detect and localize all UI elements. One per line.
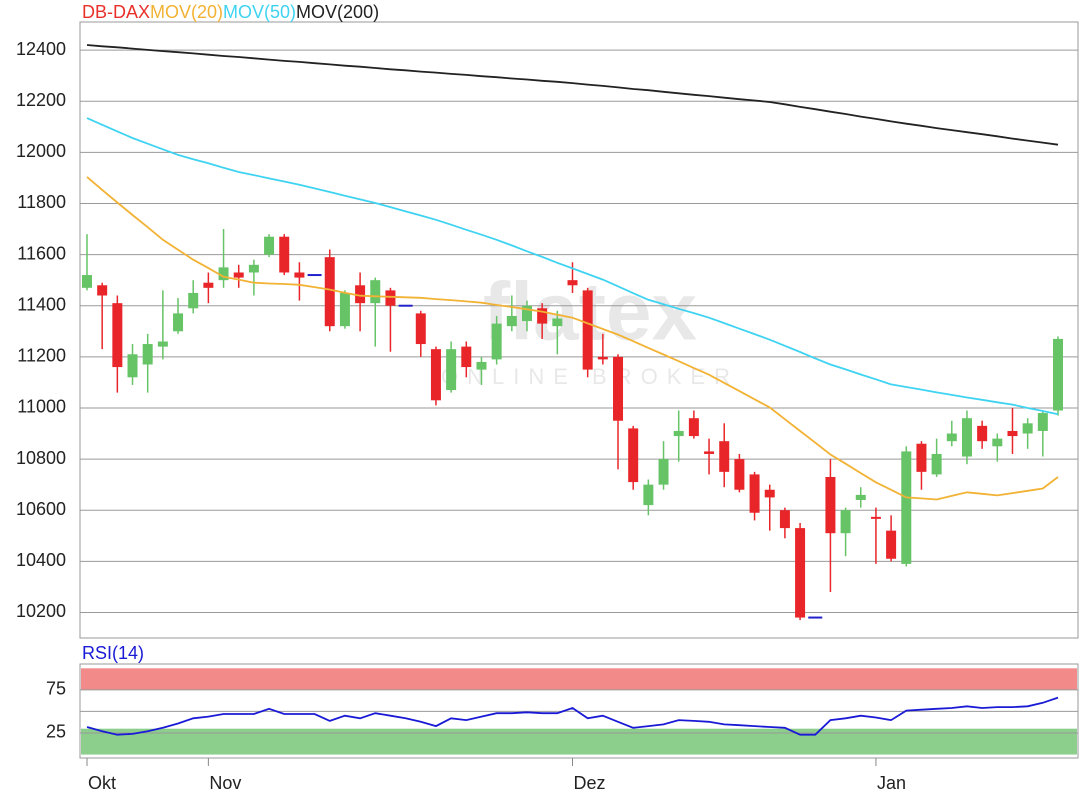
candle-body bbox=[173, 313, 184, 332]
candle-body bbox=[808, 616, 823, 619]
moving-average-line bbox=[86, 176, 1059, 501]
candle-body bbox=[157, 341, 168, 347]
candle-body bbox=[658, 459, 669, 485]
candle-body bbox=[385, 290, 396, 306]
candle-body bbox=[446, 349, 457, 391]
y-tick-label: 11400 bbox=[17, 294, 66, 314]
candle-body bbox=[415, 313, 426, 345]
candle-body bbox=[931, 453, 942, 475]
candle-body bbox=[521, 305, 532, 322]
candle-body bbox=[977, 425, 988, 442]
candle-body bbox=[82, 275, 92, 288]
moving-average-line bbox=[86, 117, 1059, 416]
candle-body bbox=[825, 476, 836, 534]
candle-body bbox=[643, 484, 654, 506]
candle-body bbox=[567, 280, 578, 286]
candle-body bbox=[704, 451, 715, 454]
candle-body bbox=[264, 236, 275, 255]
candle-body bbox=[946, 433, 957, 442]
candle-body bbox=[537, 308, 548, 324]
candle-body bbox=[901, 451, 912, 564]
x-tick-label: Dez bbox=[574, 773, 606, 793]
y-tick-label: 10800 bbox=[16, 448, 66, 468]
candle-body bbox=[506, 315, 517, 327]
candle-body bbox=[476, 361, 487, 370]
candle-body bbox=[370, 280, 381, 304]
candle-body bbox=[307, 274, 322, 277]
candle-body bbox=[339, 292, 350, 327]
x-tick-label: Jan bbox=[877, 773, 906, 793]
candle-body bbox=[233, 272, 244, 278]
candle-body bbox=[430, 349, 441, 401]
y-tick-label: 10400 bbox=[16, 550, 66, 570]
candle-body bbox=[491, 323, 502, 360]
candle-body bbox=[127, 354, 138, 378]
candle-body bbox=[779, 510, 790, 529]
candle-body bbox=[461, 346, 472, 368]
candle-body bbox=[916, 443, 927, 472]
candle-body bbox=[398, 304, 413, 307]
y-tick-label: 10200 bbox=[16, 601, 66, 621]
y-tick-label: 11200 bbox=[17, 346, 66, 366]
y-tick-label: 12400 bbox=[16, 39, 66, 59]
candle-body bbox=[719, 441, 730, 472]
legend-entry: MOV(200) bbox=[296, 2, 379, 22]
moving-average-line bbox=[86, 44, 1059, 146]
candle-body bbox=[1022, 423, 1033, 434]
candle-body bbox=[886, 530, 897, 559]
candle-body bbox=[188, 292, 199, 309]
candle-body bbox=[112, 303, 123, 368]
y-tick-label: 12000 bbox=[16, 141, 66, 161]
candle-body bbox=[734, 459, 745, 490]
rsi-line bbox=[86, 696, 1059, 736]
y-tick-label: 11800 bbox=[17, 192, 66, 212]
candle-body bbox=[764, 489, 775, 498]
rsi-title: RSI(14) bbox=[82, 643, 144, 663]
y-tick-label: 12200 bbox=[16, 90, 66, 110]
y-tick-label: 75 bbox=[46, 679, 66, 699]
candle-body bbox=[673, 430, 684, 437]
y-tick-label: 11000 bbox=[17, 397, 66, 417]
candle-body bbox=[1053, 338, 1063, 411]
x-tick-label: Okt bbox=[88, 773, 116, 793]
candle-body bbox=[294, 272, 305, 278]
y-tick-label: 25 bbox=[46, 722, 66, 742]
candle-body bbox=[688, 418, 699, 437]
candle-body bbox=[961, 418, 972, 457]
legend: DB-DAXMOV(20)MOV(50)MOV(200) bbox=[82, 2, 379, 22]
candle-body bbox=[840, 510, 851, 534]
legend-entry: MOV(50) bbox=[223, 2, 296, 22]
candle-body bbox=[248, 264, 259, 273]
x-tick-label: Nov bbox=[209, 773, 241, 793]
candle-body bbox=[597, 356, 608, 360]
candle-body bbox=[97, 285, 108, 296]
candle-body bbox=[613, 356, 624, 421]
candle-body bbox=[142, 344, 153, 365]
rsi-zone bbox=[81, 668, 1077, 690]
candle-body bbox=[552, 318, 563, 327]
y-tick-label: 11600 bbox=[17, 243, 66, 263]
candle-body bbox=[279, 236, 290, 273]
candle-body bbox=[749, 474, 760, 513]
candle-body bbox=[218, 267, 229, 281]
candle-body bbox=[203, 282, 214, 288]
legend-entry: DB-DAX bbox=[82, 2, 150, 22]
y-tick-label: 10600 bbox=[16, 499, 66, 519]
candle-body bbox=[870, 516, 881, 519]
candle-body bbox=[1007, 430, 1018, 437]
candle-body bbox=[1037, 413, 1048, 431]
legend-entry: MOV(20) bbox=[150, 2, 223, 22]
candle-body bbox=[855, 494, 866, 500]
candle-body bbox=[355, 285, 366, 304]
candle-body bbox=[582, 290, 593, 370]
candle-body bbox=[324, 257, 335, 327]
candle-body bbox=[795, 528, 806, 618]
candle-body bbox=[628, 428, 639, 483]
candle-body bbox=[992, 438, 1003, 447]
